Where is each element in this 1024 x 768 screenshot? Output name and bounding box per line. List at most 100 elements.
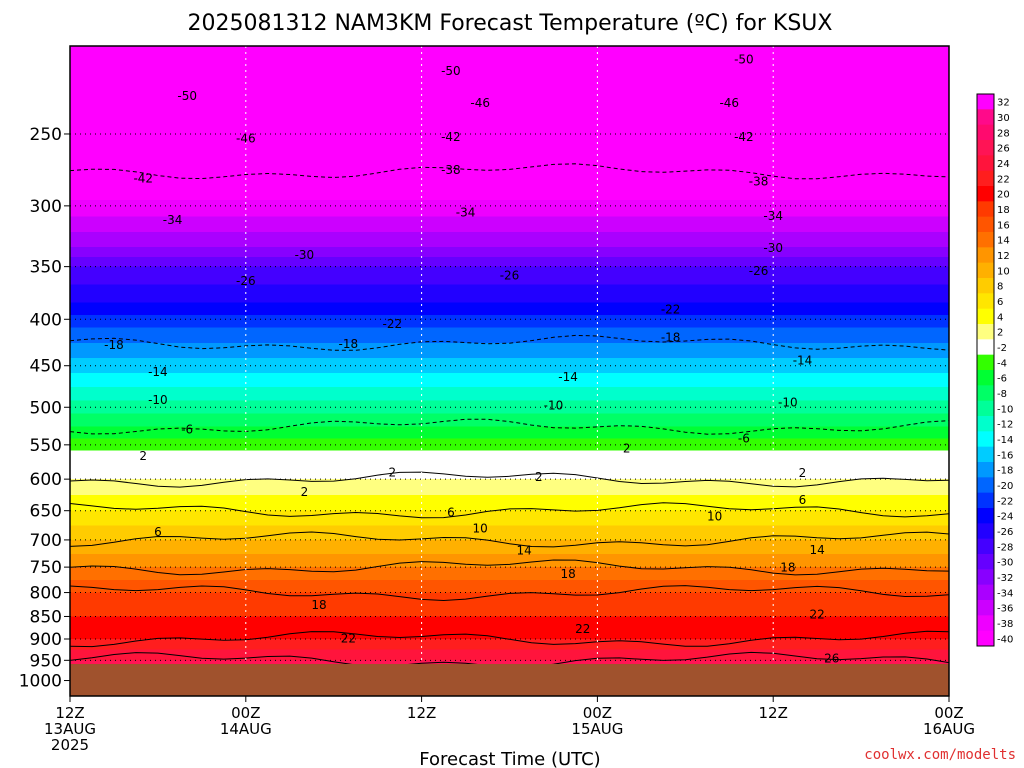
contour-label: -26 [749, 264, 769, 278]
isotherm-line [70, 585, 949, 602]
contour-label: 2 [799, 466, 807, 480]
colorbar-tick-label: -24 [997, 512, 1013, 523]
x-axis-label: Forecast Time (UTC) [419, 749, 600, 768]
contour-label: -6 [738, 431, 750, 445]
contour-label: -18 [339, 337, 359, 351]
colorbar-swatch [977, 446, 994, 463]
credit-text: coolwx.com/modelts [864, 747, 1016, 763]
colorbar-tick-label: 6 [997, 297, 1003, 308]
contour-label: 22 [575, 622, 590, 636]
colorbar-swatch [977, 538, 994, 555]
colorbar-swatch [977, 370, 994, 386]
colorbar-tick-label: -18 [997, 466, 1013, 477]
contour-label: 18 [560, 567, 575, 581]
colorbar-tick-label: -32 [997, 573, 1013, 584]
contour-label: -46 [236, 132, 256, 146]
colorbar-tick-label: -16 [997, 450, 1013, 461]
y-axis: 250 300 350 400 450 500 550 600 650 700 750 800 850 9… [19, 125, 70, 692]
colorbar-tick-label: -14 [997, 435, 1013, 446]
contour-label: -14 [148, 365, 168, 379]
contour-label: -50 [177, 89, 197, 103]
colorbar-tick-label: -10 [997, 404, 1013, 415]
contour-lines [70, 163, 949, 668]
plot-area: -50 -50 -50 -46 -46 -46 -42 -42 -42 -38 -38 -34 -34 -… [70, 46, 949, 696]
y-tick-label: 650 [30, 502, 62, 522]
colorbar-tick-label: 10 [997, 266, 1010, 277]
x-tick-label: 12Z [55, 704, 84, 722]
contour-label: 14 [810, 543, 825, 557]
colorbar-swatch [977, 186, 994, 202]
contour-label: 2 [301, 485, 309, 499]
ground-surface [70, 664, 949, 696]
y-tick-label: 500 [30, 398, 62, 418]
colorbar-swatch [977, 324, 994, 340]
colorbar-swatch [977, 615, 994, 632]
colorbar-tick-label: 20 [997, 190, 1010, 201]
colorbar-tick-label: 22 [997, 174, 1010, 185]
colorbar-tick-label: -26 [997, 527, 1013, 538]
contour-label: -46 [719, 96, 739, 110]
y-tick-label: 700 [30, 531, 62, 551]
x-tick-label: 12Z [759, 704, 788, 722]
chart-title: 2025081312 NAM3KM Forecast Temperature (… [188, 11, 833, 36]
contour-label: 18 [780, 561, 795, 575]
contour-label: -10 [148, 393, 168, 407]
colorbar-tick-label: -36 [997, 604, 1013, 615]
colorbar-tick-label: -40 [997, 634, 1013, 645]
colorbar-tick-label: 30 [997, 113, 1010, 124]
contour-label: -34 [763, 209, 783, 223]
colorbar-swatch [977, 462, 994, 478]
colorbar-swatch [977, 477, 994, 494]
colorbar-swatch [977, 600, 994, 616]
colorbar-swatch [977, 523, 994, 540]
colorbar-tick-label: -28 [997, 542, 1013, 553]
contour-label: -22 [382, 317, 402, 331]
contour-label: -14 [793, 353, 813, 367]
isotherm-line [70, 630, 949, 648]
contour-label: -22 [661, 302, 681, 316]
colorbar-swatch [977, 508, 994, 524]
isotherm-line [70, 334, 949, 351]
isotherm-line [70, 502, 949, 519]
colorbar-swatch [977, 124, 994, 141]
contour-label: -26 [500, 269, 520, 283]
contour-label: -26 [236, 274, 256, 288]
colorbar-frame [976, 93, 995, 647]
colorbar-swatch [977, 416, 994, 432]
isotherm-line [70, 418, 949, 435]
y-tick-label: 950 [30, 651, 62, 671]
contour-label: -14 [558, 370, 578, 384]
colorbar-swatch [977, 170, 994, 187]
colorbar-tick-label: 4 [997, 312, 1003, 323]
grid-lines [70, 46, 949, 696]
contour-label: -50 [734, 53, 754, 67]
isotherm-line [70, 531, 949, 548]
y-tick-label: 1000 [19, 672, 62, 692]
colorbar-tick-label: -12 [997, 420, 1013, 431]
contour-labels: -50 -50 -50 -46 -46 -46 -42 -42 -42 -38 -38 -34 -34 -… [104, 53, 839, 666]
colorbar-tick-label: -2 [997, 343, 1007, 354]
x-tick-label: 12Z [407, 704, 436, 722]
colorbar-swatch [977, 584, 994, 601]
x-tick-label: 14AUG [220, 720, 272, 738]
colorbar-swatch [977, 94, 994, 110]
colorbar-tick-label: -20 [997, 481, 1013, 492]
colorbar-swatch [977, 431, 994, 448]
contour-label: -38 [441, 163, 461, 177]
contour-label: 14 [517, 543, 532, 557]
x-tick-label: 2025 [51, 736, 89, 754]
contour-label: -42 [734, 130, 754, 144]
isotherm-line [70, 559, 949, 576]
colorbar-tick-label: 14 [997, 236, 1010, 247]
contour-label: -38 [749, 174, 769, 188]
contour-label: 26 [824, 652, 839, 666]
contour-label: 10 [707, 510, 722, 524]
contour-label: 2 [535, 470, 543, 484]
x-tick-label: 00Z [231, 704, 260, 722]
colorbar-swatch [977, 155, 994, 172]
contour-label: 2 [388, 466, 396, 480]
colorbar-swatch [977, 339, 994, 356]
colorbar-swatch [977, 262, 994, 279]
